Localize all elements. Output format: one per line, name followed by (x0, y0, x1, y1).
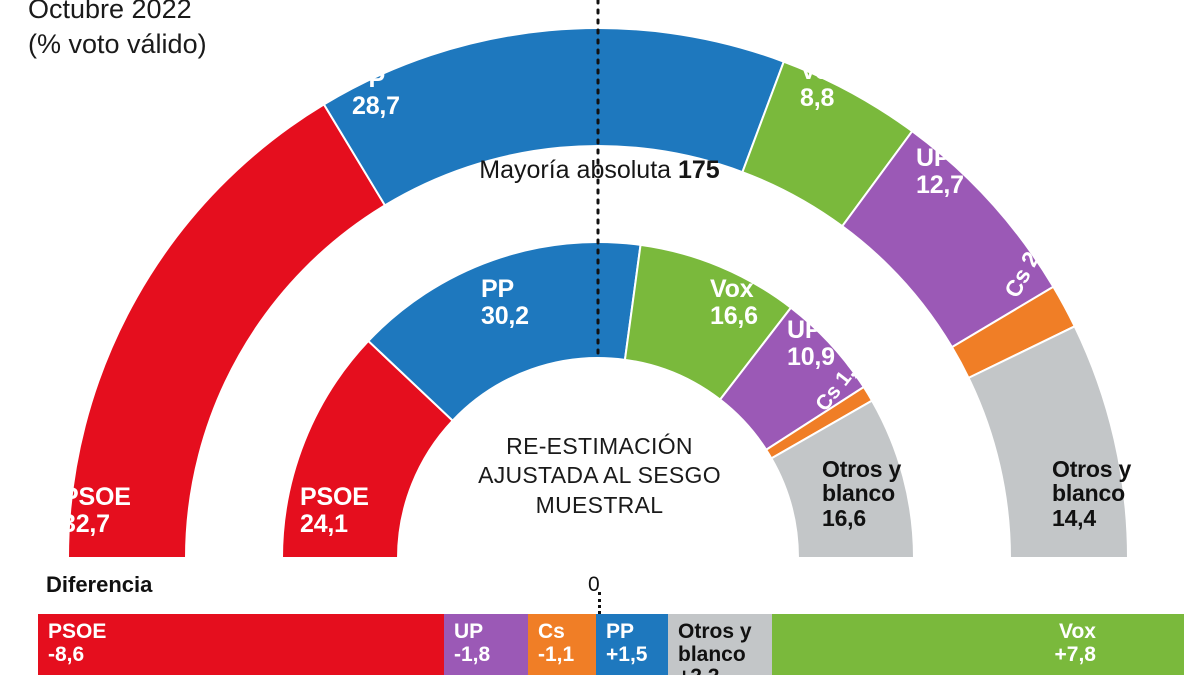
label-pp: PP 30,2 (481, 275, 529, 330)
page-title: Octubre 2022 (% voto válido) (28, 0, 207, 59)
difference-title: Diferencia (46, 572, 153, 597)
label-otros-y-blanco: Otros y blanco 14,4 (1052, 456, 1132, 531)
diff-segment-otros-y-blanco: Otros y blanco +2,2 (668, 614, 772, 675)
label-otros-y-blanco: Otros y blanco 16,6 (822, 456, 902, 531)
slice-otros-y-blanco (770, 399, 916, 559)
label-pp: PP 28,7 (352, 65, 400, 120)
label-up: UP 10,9 (787, 316, 835, 371)
outer-ring-slices (66, 27, 1130, 559)
slice-otros-y-blanco (967, 324, 1130, 559)
difference-bar: PSOE -8,6 UP -1,8 Cs -1,1 PP +1,5 Otros y bl… (38, 614, 1184, 675)
label-psoe: PSOE 24,1 (300, 483, 369, 538)
label-vox: Vox 16,6 (710, 275, 758, 330)
zero-axis-label: 0 (588, 573, 600, 596)
inner-ring-slices (280, 241, 916, 559)
center-caption: RE-ESTIMACIÓN AJUSTADA AL SESGO MUESTRAL (478, 433, 721, 518)
diff-segment-psoe: PSOE -8,6 (38, 614, 444, 675)
label-psoe: PSOE 32,7 (62, 483, 131, 538)
label-up: UP 12,7 (916, 144, 964, 199)
diff-segment-pp: PP +1,5 (596, 614, 668, 675)
diff-segment-vox: Vox +7,8 (772, 614, 1184, 675)
diff-segment-up: UP -1,8 (444, 614, 528, 675)
donut-rings (66, 0, 1130, 559)
majority-prefix: Mayoría absoluta (479, 156, 678, 184)
label-vox: Vox 8,8 (800, 57, 844, 112)
majority-value: 175 (678, 156, 720, 184)
majority-annotation: Mayoría absoluta 175 (0, 156, 1199, 185)
diff-segment-cs: Cs -1,1 (528, 614, 596, 675)
